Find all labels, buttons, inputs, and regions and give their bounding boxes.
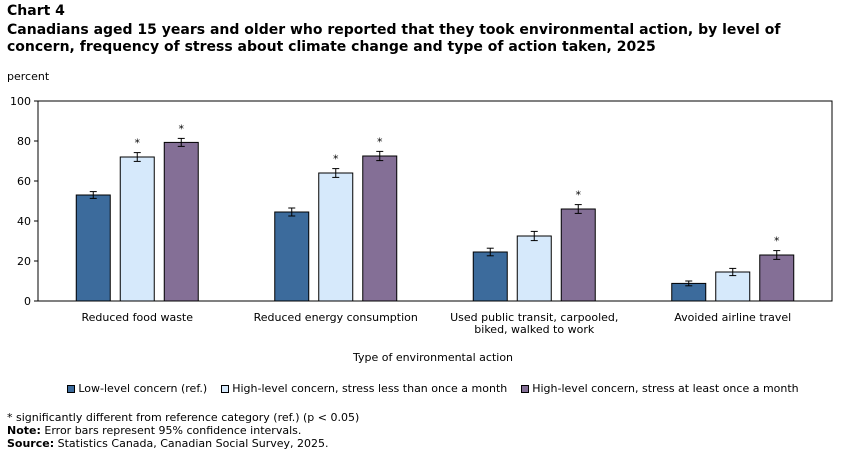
- bar: [362, 155, 398, 302]
- significance-note: * significantly different from reference…: [7, 411, 360, 424]
- plot-frame: [37, 100, 833, 302]
- legend-item-high-concern-stress-rare: High-level concern, stress less than onc…: [221, 382, 507, 395]
- x-tick-label: Used public transit, carpooled,: [450, 311, 618, 324]
- chart-title: Canadians aged 15 years and older who re…: [7, 22, 781, 55]
- x-tick-label: Reduced food waste: [81, 311, 193, 324]
- error-bar-note: Note: Error bars represent 95% confidenc…: [7, 424, 359, 437]
- significance-marker: *: [179, 122, 185, 135]
- y-tick-label: 20: [17, 255, 31, 268]
- legend-swatch-high-concern-stress-frequent: [521, 384, 530, 393]
- legend-swatch-high-concern-stress-rare: [221, 384, 230, 393]
- legend-item-low-concern: Low-level concern (ref.): [67, 382, 207, 395]
- bar: [119, 156, 155, 302]
- x-axis-title: Type of environmental action: [352, 351, 514, 364]
- source-note: Source: Statistics Canada, Canadian Soci…: [7, 437, 359, 450]
- legend-label-high-concern-stress-frequent: High-level concern, stress at least once…: [532, 382, 799, 395]
- y-tick-label: 60: [17, 175, 31, 188]
- legend-swatch-low-concern: [67, 384, 76, 393]
- y-axis-unit: percent: [7, 70, 50, 83]
- bar: [163, 141, 199, 302]
- significance-marker: *: [135, 137, 141, 150]
- bar: [75, 194, 111, 302]
- y-tick-label: 100: [10, 95, 31, 108]
- x-tick-label: Avoided airline travel: [674, 311, 791, 324]
- y-tick-label: 0: [24, 295, 31, 308]
- bar: [715, 271, 751, 302]
- plot-border: [37, 100, 833, 302]
- y-tick-label: 40: [17, 215, 31, 228]
- legend-label-low-concern: Low-level concern (ref.): [78, 382, 208, 395]
- bar: [318, 172, 354, 302]
- significance-marker: *: [333, 153, 339, 166]
- significance-marker: *: [774, 235, 780, 248]
- bars: * * * * * *: [75, 122, 795, 302]
- bar: [759, 254, 795, 302]
- chart-notes: * significantly different from reference…: [7, 411, 359, 450]
- legend-item-high-concern-stress-frequent: High-level concern, stress at least once…: [521, 382, 799, 395]
- bar: [560, 208, 596, 302]
- y-tick-label: 80: [17, 135, 31, 148]
- significance-marker: *: [576, 189, 582, 202]
- source-text: Statistics Canada, Canadian Social Surve…: [54, 437, 329, 450]
- note-label: Note:: [7, 424, 41, 437]
- bar: [516, 235, 552, 302]
- y-axis: 0 20 40 60 80 100: [10, 95, 38, 308]
- x-tick-label: Reduced energy consumption: [254, 311, 418, 324]
- legend: Low-level concern (ref.) High-level conc…: [0, 382, 851, 395]
- note-text: Error bars represent 95% confidence inte…: [40, 424, 302, 437]
- legend-label-high-concern-stress-rare: High-level concern, stress less than onc…: [232, 382, 508, 395]
- chart-label: Chart 4: [7, 3, 65, 19]
- significance-marker: *: [377, 135, 383, 148]
- bar: [472, 251, 508, 302]
- bar: [274, 211, 310, 302]
- x-tick-label: biked, walked to work: [474, 323, 595, 336]
- source-label: Source:: [7, 437, 55, 450]
- x-axis: Reduced food waste Reduced energy consump…: [81, 311, 791, 336]
